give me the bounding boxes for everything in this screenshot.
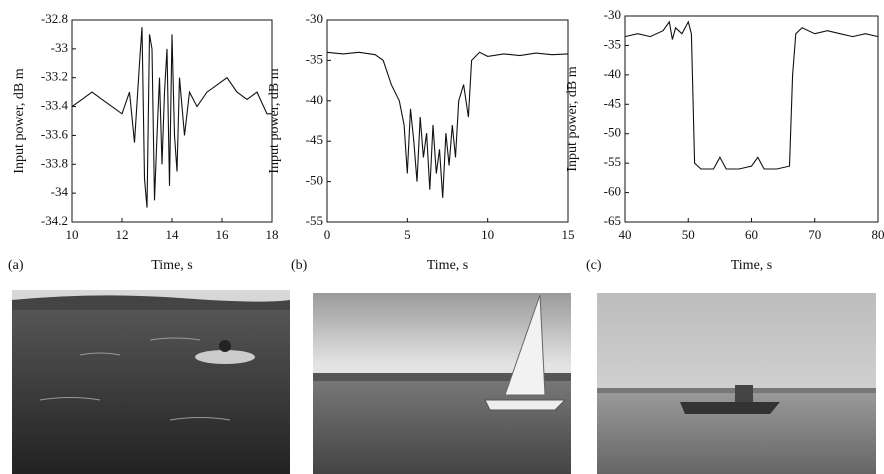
y-tick-label: -33.2	[41, 69, 68, 84]
y-tick-label: -55	[306, 213, 323, 228]
y-tick-label: -33.8	[41, 155, 68, 170]
panel-label: (c)	[586, 258, 602, 273]
x-tick-label: 12	[116, 227, 129, 242]
photo-sailboat	[313, 293, 571, 474]
x-tick-label: 0	[324, 227, 331, 242]
x-tick-label: 16	[216, 227, 230, 242]
x-tick-label: 10	[66, 227, 79, 242]
data-line	[326, 51, 569, 198]
y-tick-label: -45	[604, 95, 621, 110]
y-tick-label: -40	[604, 66, 621, 81]
y-tick-label: -60	[604, 184, 621, 199]
data-line	[624, 20, 879, 170]
y-tick-label: -35	[604, 36, 621, 51]
x-axis-label: Time, s	[731, 258, 773, 273]
x-tick-label: 80	[872, 227, 884, 242]
y-tick-label: -33.4	[41, 98, 69, 113]
y-tick-label: -32.8	[41, 11, 68, 26]
y-tick-label: -34	[51, 184, 69, 199]
x-tick-label: 15	[562, 227, 575, 242]
y-tick-label: -30	[306, 11, 323, 26]
y-axis-label: Input power, dB m	[565, 66, 580, 171]
photo-dinghy	[12, 290, 290, 474]
x-tick-label: 14	[166, 227, 180, 242]
y-tick-label: -45	[306, 132, 323, 147]
x-tick-label: 10	[481, 227, 494, 242]
y-tick-label: -50	[306, 173, 323, 188]
plot-frame	[326, 19, 569, 223]
x-tick-label: 18	[266, 227, 279, 242]
y-tick-label: -65	[604, 213, 621, 228]
panel-label: (a)	[8, 258, 24, 273]
plot-frame	[624, 15, 879, 223]
y-tick-label: -40	[306, 92, 323, 107]
x-tick-label: 5	[404, 227, 411, 242]
y-tick-label: -34.2	[41, 213, 68, 228]
y-axis-label: Input power, dB m	[12, 68, 27, 173]
x-tick-label: 50	[682, 227, 695, 242]
y-axis-label: Input power, dB m	[267, 68, 282, 173]
y-tick-label: -50	[604, 125, 621, 140]
x-tick-label: 70	[808, 227, 821, 242]
x-tick-label: 40	[619, 227, 632, 242]
x-tick-label: 60	[745, 227, 758, 242]
y-tick-label: -33	[51, 40, 68, 55]
y-tick-label: -55	[604, 154, 621, 169]
photo-ship	[597, 293, 876, 474]
panel-label: (b)	[291, 258, 308, 273]
data-line	[71, 27, 272, 208]
y-tick-label: -33.6	[41, 126, 69, 141]
y-tick-label: -30	[604, 7, 621, 22]
y-tick-label: -35	[306, 51, 323, 66]
x-axis-label: Time, s	[151, 258, 193, 273]
x-axis-label: Time, s	[427, 258, 469, 273]
